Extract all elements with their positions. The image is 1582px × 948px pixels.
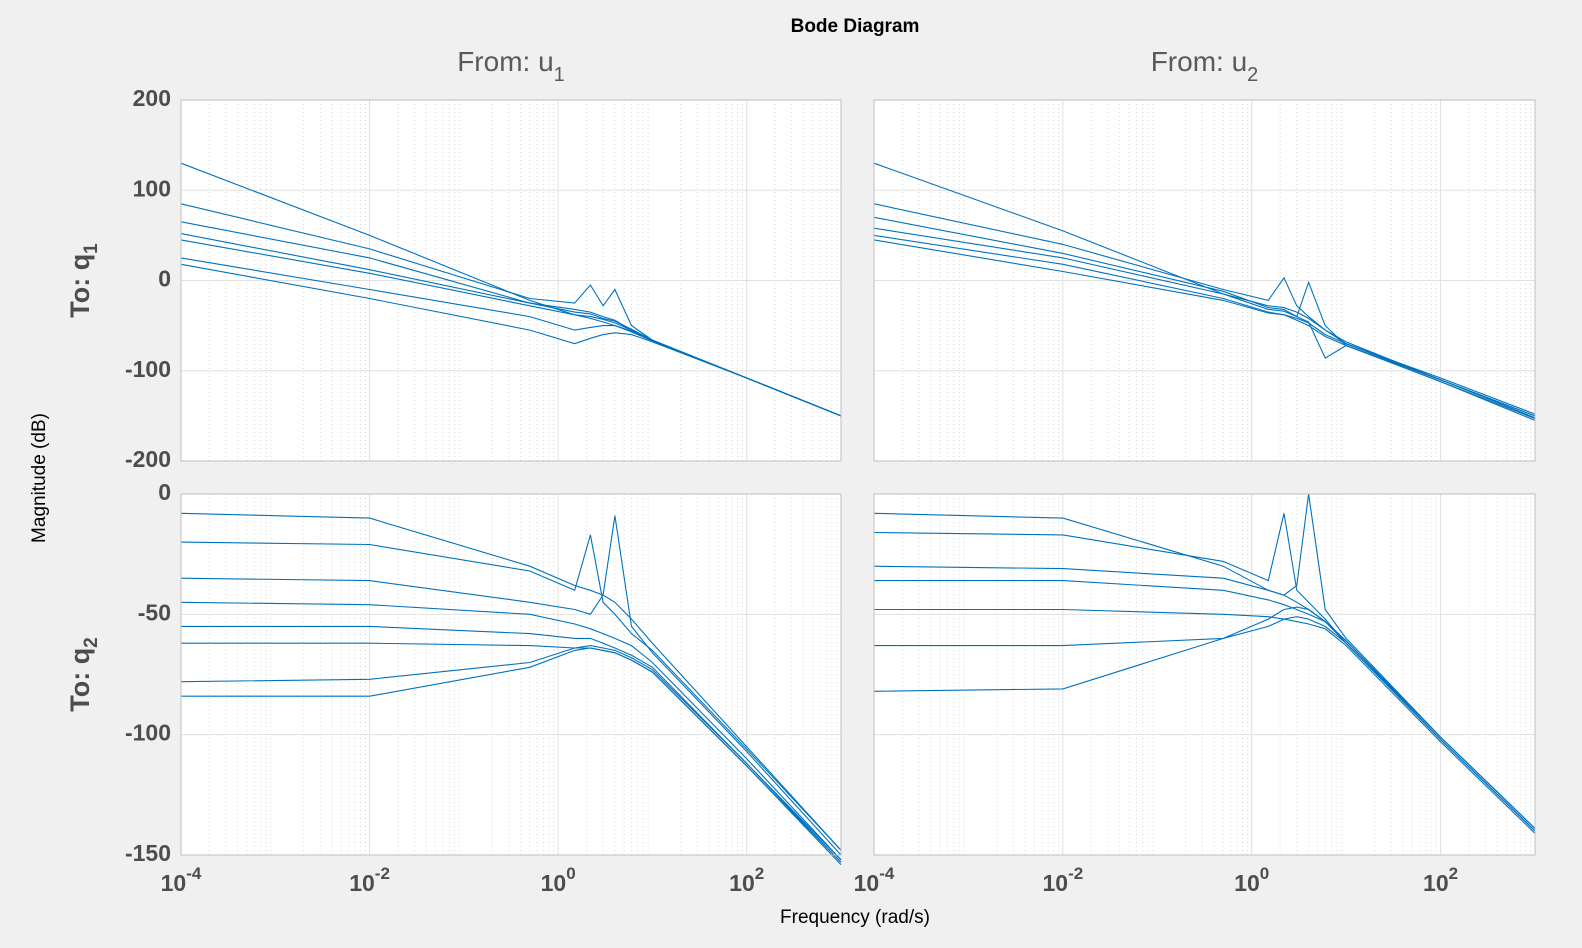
x-tick-label: 102 xyxy=(1423,864,1458,896)
x-tick-label: 100 xyxy=(1234,864,1269,896)
x-label: Frequency (rad/s) xyxy=(780,907,930,928)
x-tick-label: 10-4 xyxy=(161,864,202,896)
axes-box xyxy=(873,99,1536,462)
row-title-sub: 2 xyxy=(81,637,102,648)
response-line xyxy=(873,493,1536,829)
x-tick-base: 10 xyxy=(349,870,375,896)
response-line xyxy=(874,616,1536,832)
x-tick-base: 10 xyxy=(1234,870,1260,896)
response-line xyxy=(873,239,1536,421)
response-line xyxy=(873,234,1536,415)
y-tick-label: -150 xyxy=(125,840,171,866)
response-line xyxy=(873,606,1536,829)
response-line xyxy=(180,263,842,417)
response-line xyxy=(873,162,1536,417)
response-line xyxy=(873,203,1536,419)
response-line xyxy=(873,227,1536,417)
x-tick-exp: -4 xyxy=(879,864,895,883)
axes-background xyxy=(874,494,1535,855)
row-title: To: q1 xyxy=(65,243,102,318)
y-tick-label: 100 xyxy=(133,175,171,201)
y-tick-label: -50 xyxy=(138,599,171,625)
column-title-sub: 1 xyxy=(554,64,565,86)
column-title: From: u2 xyxy=(1151,46,1259,86)
x-tick-base: 10 xyxy=(729,870,755,896)
response-line xyxy=(874,580,1536,832)
x-tick-base: 10 xyxy=(1042,870,1068,896)
title: Bode Diagram xyxy=(791,16,920,37)
row-title-sub: 1 xyxy=(81,243,102,254)
x-tick-exp: -4 xyxy=(186,864,202,883)
x-tick-base: 10 xyxy=(161,870,187,896)
response-line xyxy=(180,515,842,856)
column-title: From: u1 xyxy=(457,46,565,86)
response-line xyxy=(874,608,1536,834)
x-tick-base: 10 xyxy=(1423,870,1449,896)
column-title-sub: 2 xyxy=(1247,64,1258,86)
x-tick-label: 100 xyxy=(541,864,576,896)
x-tick-exp: 2 xyxy=(755,864,764,883)
y-tick-label: -100 xyxy=(125,720,171,746)
x-tick-label: 10-4 xyxy=(854,864,895,896)
x-tick-exp: 2 xyxy=(1449,864,1458,883)
x-tick-exp: -2 xyxy=(1068,864,1083,883)
column-title-text: From: u xyxy=(1151,46,1247,77)
axes-box xyxy=(180,493,842,856)
response-line xyxy=(181,647,842,863)
response-line xyxy=(180,534,842,851)
x-tick-label: 10-2 xyxy=(1042,864,1083,896)
x-tick-base: 10 xyxy=(854,870,880,896)
column-title-text: From: u xyxy=(457,46,553,77)
axes-box xyxy=(180,99,842,462)
x-tick-label: 10-2 xyxy=(349,864,390,896)
row-title-text: To: q xyxy=(65,254,95,318)
y-label: Magnitude (dB) xyxy=(29,413,50,543)
response-line xyxy=(180,257,842,417)
response-line xyxy=(181,625,842,863)
y-tick-label: 200 xyxy=(133,85,171,111)
response-line xyxy=(180,645,842,861)
response-line xyxy=(180,601,842,861)
x-tick-exp: -2 xyxy=(375,864,390,883)
row-title: To: q2 xyxy=(65,637,102,712)
row-title-text: To: q xyxy=(65,648,95,712)
response-line xyxy=(180,239,842,417)
x-tick-exp: 0 xyxy=(1260,864,1269,883)
y-tick-label: -200 xyxy=(125,446,171,472)
x-tick-base: 10 xyxy=(541,870,567,896)
axes-background xyxy=(181,494,841,855)
axes-box xyxy=(873,493,1536,856)
x-tick-label: 102 xyxy=(729,864,764,896)
y-tick-label: 0 xyxy=(158,479,171,505)
y-tick-label: -100 xyxy=(125,356,171,382)
y-tick-label: 0 xyxy=(158,266,171,292)
x-tick-exp: 0 xyxy=(566,864,575,883)
